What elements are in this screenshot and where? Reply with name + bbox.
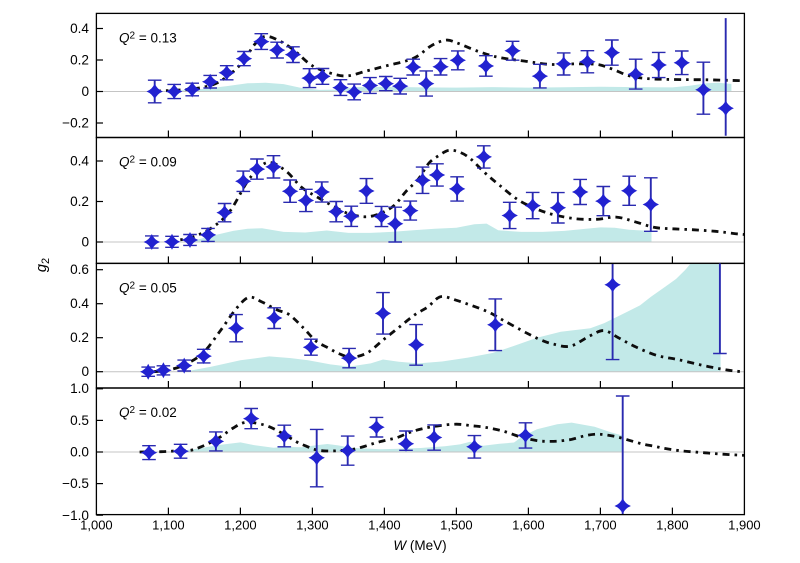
svg-text:g2: g2 <box>34 258 52 272</box>
svg-text:1,300: 1,300 <box>296 518 329 533</box>
svg-text:0: 0 <box>81 364 89 379</box>
svg-text:1,100: 1,100 <box>152 518 185 533</box>
svg-text:0.4: 0.4 <box>70 296 89 311</box>
svg-text:0.4: 0.4 <box>70 154 89 169</box>
svg-text:1,700: 1,700 <box>584 518 617 533</box>
svg-text:1,800: 1,800 <box>656 518 689 533</box>
svg-text:−0.2: −0.2 <box>62 116 89 131</box>
svg-text:Q2 = 0.05: Q2 = 0.05 <box>119 280 177 295</box>
svg-text:0: 0 <box>81 235 89 250</box>
svg-text:0.2: 0.2 <box>70 330 89 345</box>
svg-text:1,600: 1,600 <box>512 518 545 533</box>
svg-text:1,000: 1,000 <box>80 518 113 533</box>
svg-text:W (MeV): W (MeV) <box>393 538 446 553</box>
svg-text:0.0: 0.0 <box>70 445 89 460</box>
svg-text:0: 0 <box>81 84 89 99</box>
svg-text:0.4: 0.4 <box>70 21 89 36</box>
svg-text:1.0: 1.0 <box>70 381 89 396</box>
svg-text:Q2 = 0.09: Q2 = 0.09 <box>119 155 177 170</box>
svg-text:0.2: 0.2 <box>70 53 89 68</box>
svg-text:Q2 = 0.13: Q2 = 0.13 <box>119 30 177 45</box>
svg-text:1,900: 1,900 <box>728 518 761 533</box>
svg-text:1,500: 1,500 <box>440 518 473 533</box>
svg-text:−1.0: −1.0 <box>62 508 89 523</box>
svg-text:0.2: 0.2 <box>70 194 89 209</box>
svg-text:−0.5: −0.5 <box>62 476 89 491</box>
svg-text:0.6: 0.6 <box>70 262 89 277</box>
svg-text:0.5: 0.5 <box>70 413 89 428</box>
svg-text:Q2 = 0.02: Q2 = 0.02 <box>119 405 177 420</box>
svg-text:1,200: 1,200 <box>224 518 257 533</box>
svg-text:1,400: 1,400 <box>368 518 401 533</box>
